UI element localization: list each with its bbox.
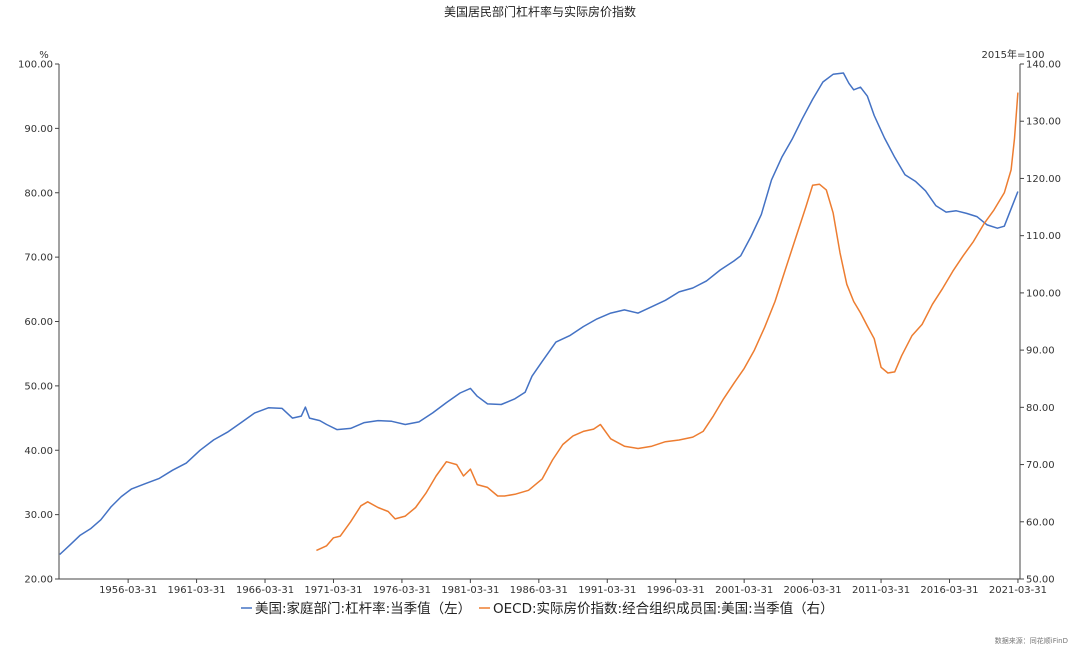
right-axis-unit: 2015年=100 xyxy=(982,48,1045,61)
right-tick-label: 60.00 xyxy=(1026,517,1055,528)
left-tick-label: 20.00 xyxy=(24,575,53,586)
right-tick-label: 80.00 xyxy=(1026,403,1055,414)
x-axis-ticks: 1956-03-31 1961-03-31 1966-03-31 1971-03-31… xyxy=(99,579,1047,596)
legend-label-house-price: OECD:实际房价指数:经合组织成员国:美国:当季值（右） xyxy=(493,601,834,617)
chart-title: 美国居民部门杠杆率与实际房价指数 xyxy=(444,4,636,19)
right-tick-label: 140.00 xyxy=(1026,60,1061,71)
left-tick-label: 60.00 xyxy=(24,317,53,328)
x-tick-label: 1996-03-31 xyxy=(647,585,705,596)
legend-item-house-price[interactable]: OECD:实际房价指数:经合组织成员国:美国:当季值（右） xyxy=(479,601,834,617)
plot-frame xyxy=(58,64,1021,580)
right-tick-label: 120.00 xyxy=(1026,174,1061,185)
x-tick-label: 2016-03-31 xyxy=(920,585,978,596)
x-tick-label: 1981-03-31 xyxy=(441,585,499,596)
x-tick-label: 2006-03-31 xyxy=(784,585,842,596)
right-tick-label: 50.00 xyxy=(1026,575,1055,586)
left-tick-label: 100.00 xyxy=(18,60,53,71)
series-layer xyxy=(59,72,1019,556)
left-tick-label: 40.00 xyxy=(24,446,53,457)
x-tick-label: 1976-03-31 xyxy=(373,585,431,596)
right-tick-label: 90.00 xyxy=(1026,346,1055,357)
legend: 美国:家庭部门:杠杆率:当季值（左） OECD:实际房价指数:经合组织成员国:美… xyxy=(241,600,834,617)
x-tick-label: 1956-03-31 xyxy=(99,585,157,596)
right-tick-label: 70.00 xyxy=(1026,460,1055,471)
left-tick-label: 70.00 xyxy=(24,253,53,264)
x-tick-label: 1971-03-31 xyxy=(304,585,362,596)
series-house-price-line xyxy=(316,92,1019,552)
x-tick-label: 2001-03-31 xyxy=(715,585,773,596)
x-tick-label: 2021-03-31 xyxy=(989,585,1047,596)
x-tick-label: 1961-03-31 xyxy=(168,585,226,596)
source-note: 数据来源：同花顺iFinD xyxy=(995,636,1068,645)
left-tick-label: 30.00 xyxy=(24,510,53,521)
x-tick-label: 1986-03-31 xyxy=(510,585,568,596)
left-tick-label: 50.00 xyxy=(24,381,53,392)
series-leverage-line xyxy=(59,72,1019,556)
legend-item-leverage[interactable]: 美国:家庭部门:杠杆率:当季值（左） xyxy=(241,600,471,617)
left-y-axis-ticks: 20.00 30.00 40.00 50.00 60.00 70.00 80.00 90.00… xyxy=(18,60,59,586)
left-axis-unit: % xyxy=(39,50,49,61)
x-tick-label: 2011-03-31 xyxy=(852,585,910,596)
left-tick-label: 80.00 xyxy=(24,188,53,199)
left-tick-label: 90.00 xyxy=(24,124,53,135)
x-tick-label: 1991-03-31 xyxy=(578,585,636,596)
right-tick-label: 110.00 xyxy=(1026,231,1061,242)
legend-label-leverage: 美国:家庭部门:杠杆率:当季值（左） xyxy=(255,600,471,617)
right-tick-label: 130.00 xyxy=(1026,117,1061,128)
x-tick-label: 1966-03-31 xyxy=(236,585,294,596)
right-y-axis-ticks: 50.00 60.00 70.00 80.00 90.00 100.00 110.00 120… xyxy=(1020,60,1061,586)
right-tick-label: 100.00 xyxy=(1026,288,1061,299)
